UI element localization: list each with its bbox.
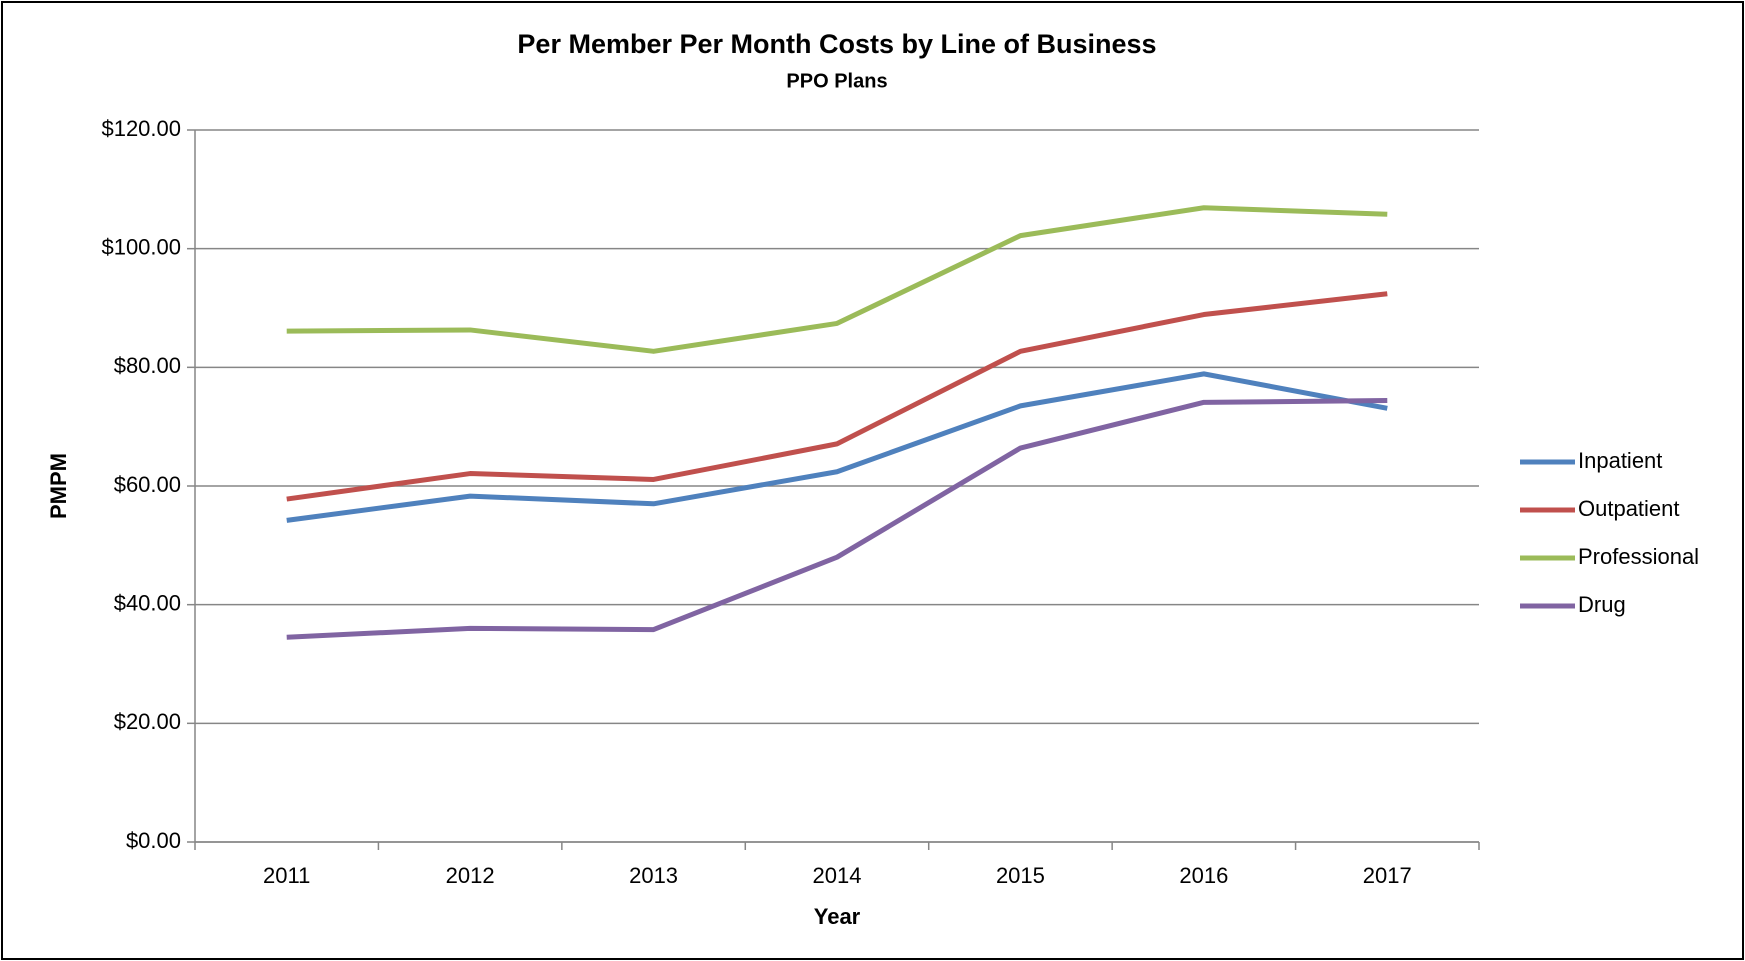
y-tick-label: $100.00 — [101, 234, 181, 259]
y-axis-label: PMPM — [46, 453, 71, 519]
x-tick-label: 2015 — [996, 863, 1045, 888]
x-tick-label: 2012 — [446, 863, 495, 888]
y-tick-label: $20.00 — [114, 709, 181, 734]
y-tick-label: $40.00 — [114, 590, 181, 615]
chart-title: Per Member Per Month Costs by Line of Bu… — [517, 29, 1156, 59]
x-tick-label: 2017 — [1363, 863, 1412, 888]
series-line — [286, 205, 1388, 354]
legend-label: Inpatient — [1578, 448, 1662, 473]
chart-subtitle: PPO Plans — [786, 70, 887, 92]
legend-label: Outpatient — [1578, 496, 1680, 521]
y-tick-label: $0.00 — [126, 828, 181, 853]
series-line — [286, 291, 1388, 502]
legend-label: Professional — [1578, 544, 1699, 569]
series-line — [286, 371, 1388, 523]
x-tick-label: 2011 — [263, 863, 310, 888]
x-tick-label: 2014 — [813, 863, 862, 888]
y-tick-label: $60.00 — [114, 472, 181, 497]
x-tick-label: 2016 — [1179, 863, 1228, 888]
x-tick-label: 2013 — [629, 863, 678, 888]
y-tick-label: $120.00 — [101, 116, 181, 141]
x-axis-label: Year — [814, 904, 861, 929]
series-line — [286, 398, 1388, 640]
y-tick-label: $80.00 — [114, 353, 181, 378]
legend-label: Drug — [1578, 592, 1626, 617]
